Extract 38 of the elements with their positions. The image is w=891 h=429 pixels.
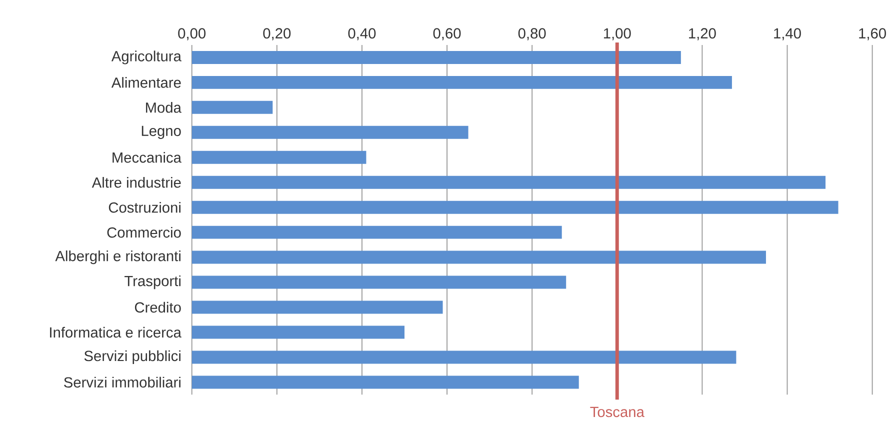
bar bbox=[192, 226, 562, 239]
bar bbox=[192, 100, 273, 114]
x-tick-label: 1,60 bbox=[859, 28, 886, 40]
y-tick-label: Servizi pubblici bbox=[84, 350, 180, 364]
bar bbox=[192, 300, 443, 314]
bar bbox=[192, 126, 468, 139]
y-tick-label: Credito bbox=[134, 302, 181, 313]
y-tick-label: Legno bbox=[142, 126, 181, 139]
bar bbox=[192, 276, 566, 289]
y-tick-label: Trasporti bbox=[124, 275, 180, 290]
bar bbox=[192, 326, 404, 339]
y-tick-label: Costruzioni bbox=[108, 202, 180, 213]
x-tick-label: 0,80 bbox=[518, 28, 546, 40]
bar bbox=[192, 176, 826, 189]
bar bbox=[192, 50, 681, 64]
x-tick-label: 1,20 bbox=[689, 28, 716, 40]
bar bbox=[192, 76, 732, 89]
y-tick-label: Informatica e ricerca bbox=[50, 326, 182, 338]
y-tick-label: Alberghi e ristoranti bbox=[55, 250, 180, 264]
y-tick-label: Commercio bbox=[107, 226, 181, 238]
bar bbox=[192, 150, 366, 164]
y-tick-label: Meccanica bbox=[112, 152, 182, 163]
y-tick-label: Altre industrie bbox=[92, 176, 181, 188]
x-tick-label: 1,40 bbox=[774, 28, 801, 40]
y-tick-label: Agricoltura bbox=[111, 50, 182, 64]
x-tick-label: 0,40 bbox=[348, 28, 376, 40]
bar bbox=[192, 250, 766, 264]
x-tick-label: 1,00 bbox=[604, 28, 631, 40]
y-tick-label: Alimentare bbox=[111, 77, 181, 88]
bar bbox=[192, 376, 579, 389]
x-tick-label: 0,20 bbox=[263, 28, 291, 40]
x-tick-label: 0,60 bbox=[433, 28, 461, 40]
bar bbox=[192, 200, 838, 214]
y-tick-label: Servizi immobiliari bbox=[64, 376, 180, 388]
ref-line-label: Toscana bbox=[590, 406, 644, 418]
y-tick-label: Moda bbox=[146, 102, 182, 113]
bar bbox=[192, 350, 736, 364]
x-tick-label: 0,00 bbox=[178, 28, 206, 40]
